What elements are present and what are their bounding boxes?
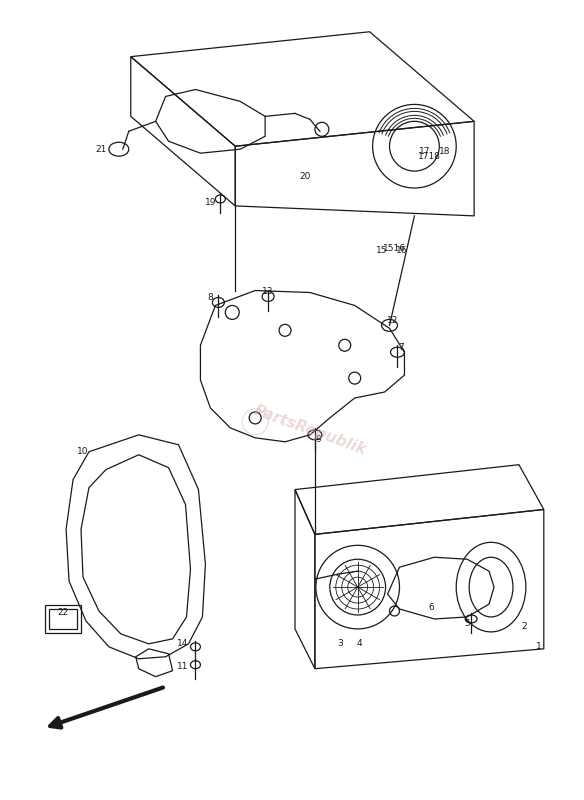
Text: 5: 5 [464, 619, 470, 629]
Text: 2: 2 [521, 622, 527, 631]
Text: 3: 3 [337, 639, 343, 648]
Text: 1516: 1516 [383, 244, 406, 254]
Text: 17: 17 [419, 146, 430, 156]
Text: 22: 22 [57, 609, 69, 618]
Text: 4: 4 [357, 639, 363, 648]
Text: 20: 20 [299, 171, 311, 181]
Text: 7: 7 [399, 342, 404, 352]
Bar [49, 609, 77, 629]
Text: 11: 11 [177, 662, 188, 671]
Text: 13: 13 [262, 287, 274, 296]
Text: 9: 9 [315, 435, 321, 444]
Text: 8: 8 [207, 293, 213, 302]
Text: 15: 15 [376, 246, 387, 255]
Text: 21: 21 [95, 145, 107, 154]
Text: 6: 6 [429, 602, 434, 611]
Text: 1718: 1718 [418, 152, 441, 161]
Text: 19: 19 [204, 198, 216, 207]
Text: PartsRepublik: PartsRepublik [252, 402, 369, 458]
Text: 16: 16 [396, 246, 407, 255]
Text: 14: 14 [177, 639, 188, 648]
Text: 18: 18 [439, 146, 450, 156]
Text: 1: 1 [536, 642, 542, 651]
Text: 12: 12 [387, 316, 398, 325]
Text: 10: 10 [77, 447, 89, 456]
Bar [45, 605, 81, 633]
